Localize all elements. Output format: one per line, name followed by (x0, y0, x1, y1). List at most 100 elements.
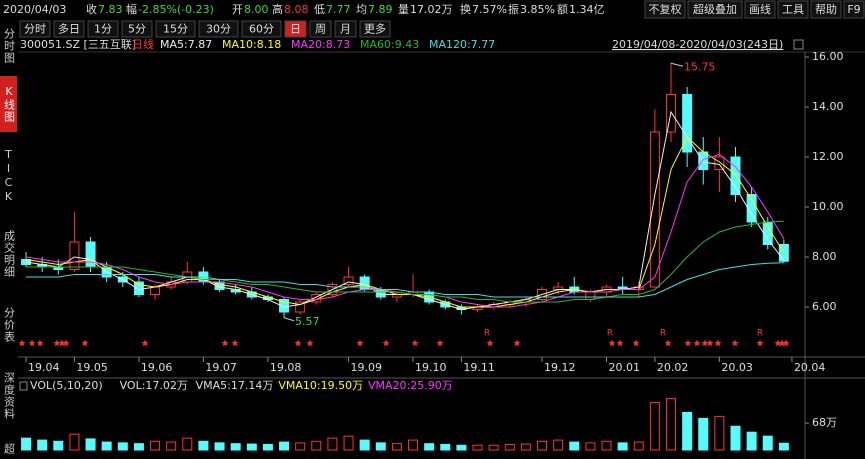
tab[interactable] (198, 20, 239, 38)
button[interactable] (810, 0, 842, 19)
volume-bar (279, 441, 290, 451)
tab[interactable] (121, 20, 153, 38)
volume-bar (133, 443, 144, 451)
vol-legend: VMA10:19.50万 (278, 379, 363, 392)
field-value: 3.85% (520, 3, 555, 16)
volume-bar (375, 442, 386, 451)
button-label[interactable]: 超级叠加 (693, 2, 737, 16)
tab-label[interactable]: 1分 (94, 23, 112, 36)
field-label: 振 (508, 2, 519, 16)
tab-label[interactable]: 更多 (364, 22, 386, 36)
side-tab[interactable]: 超 (2, 442, 16, 455)
volume-bar (327, 437, 338, 451)
button[interactable] (644, 0, 686, 19)
tab-label[interactable]: 15分 (163, 23, 188, 36)
signal-label: R (484, 329, 490, 339)
button[interactable] (843, 0, 865, 19)
side-tab[interactable]: 分时图 (2, 28, 16, 64)
candle-body (85, 241, 96, 268)
volume-bar (182, 437, 193, 451)
signal-label: R (757, 329, 763, 339)
tab-label[interactable]: 30分 (206, 23, 231, 36)
field-label: 量 (398, 3, 409, 16)
signal-star (306, 339, 314, 347)
vol-legend: VOL(5,10,20) (30, 379, 103, 392)
button-label[interactable]: 帮助 (815, 2, 837, 16)
signal-star (731, 339, 739, 347)
legend-item: MA20:8.73 (291, 38, 350, 51)
signal-star (684, 339, 692, 347)
tab[interactable] (359, 20, 391, 38)
x-tick-label: 19.12 (544, 361, 576, 374)
button-label[interactable]: F9 (847, 3, 860, 16)
tab-label[interactable]: 分时 (24, 23, 46, 36)
tab[interactable] (284, 20, 307, 38)
field-label: 换 (460, 2, 471, 16)
tab[interactable] (87, 20, 119, 38)
tab-label[interactable]: 周 (315, 23, 326, 36)
button-label[interactable]: 工具 (782, 3, 804, 16)
volume-bar (601, 440, 612, 451)
tab-label[interactable]: 多日 (58, 22, 80, 36)
candle-body (698, 151, 709, 170)
side-tab[interactable]: 成交明细 (2, 230, 16, 278)
side-tab[interactable]: TICK (2, 148, 15, 204)
volume-bar (520, 443, 531, 451)
signal-star (141, 339, 149, 347)
tab-label[interactable]: 月 (340, 23, 351, 36)
candle-body (150, 286, 161, 295)
range[interactable]: 2019/04/08-2020/04/03(243日) (612, 38, 783, 51)
tab[interactable] (19, 20, 51, 38)
field-value: 7.57% (472, 3, 507, 16)
signal-label: R (660, 329, 666, 339)
button[interactable] (744, 0, 776, 19)
volume-bar (488, 444, 499, 451)
y-tick-label: 12.00 (812, 150, 844, 163)
tab-label[interactable]: 日 (290, 23, 301, 36)
x-tick-label: 19.05 (76, 361, 108, 374)
signal-star (53, 339, 61, 347)
ma-line (26, 110, 785, 311)
candle-body (714, 156, 725, 170)
candle-body (649, 131, 660, 288)
field-value: 1.34亿 (569, 3, 605, 16)
candle-body (21, 259, 32, 265)
side-tab[interactable]: 深度资料 (2, 372, 16, 420)
volume-bar (456, 444, 467, 451)
y-tick-label: 14.00 (812, 100, 844, 113)
vol-icon[interactable] (19, 381, 28, 391)
button[interactable] (687, 0, 743, 19)
tab[interactable] (241, 20, 282, 38)
tab[interactable] (155, 20, 196, 38)
candle-body (762, 221, 773, 245)
tab-label[interactable]: 5分 (128, 23, 146, 36)
tab[interactable] (53, 20, 85, 38)
button-label[interactable]: 不复权 (649, 2, 682, 16)
settings-icon[interactable] (793, 39, 804, 50)
low-label: 5.57 (295, 315, 320, 328)
candle-body (682, 94, 693, 153)
button[interactable] (777, 0, 809, 19)
volume-bar (504, 443, 515, 451)
tab-label[interactable]: 60分 (249, 23, 274, 36)
legend-item: MA60:9.43 (360, 38, 419, 51)
volume-bar (343, 435, 354, 451)
legend-item: MA120:7.77 (429, 38, 495, 51)
volume-bar (246, 443, 257, 451)
field-value: 8.00 (244, 3, 269, 16)
candle-body (585, 291, 596, 300)
side-tab[interactable]: 分价表 (2, 307, 16, 343)
tab[interactable] (334, 20, 357, 38)
signal-star (231, 339, 239, 347)
x-tick-label: 19.04 (28, 361, 60, 374)
volume-bar (198, 440, 209, 451)
x-tick-label: 19.09 (351, 361, 383, 374)
button-label[interactable]: 画线 (749, 2, 771, 16)
candle-body (746, 194, 757, 223)
period: 日线 (132, 37, 154, 51)
field-label: 均 (356, 3, 367, 16)
signal-star (608, 339, 616, 347)
signal-star (714, 339, 722, 347)
side-tab[interactable]: K线图 (0, 76, 17, 132)
tab[interactable] (309, 20, 332, 38)
